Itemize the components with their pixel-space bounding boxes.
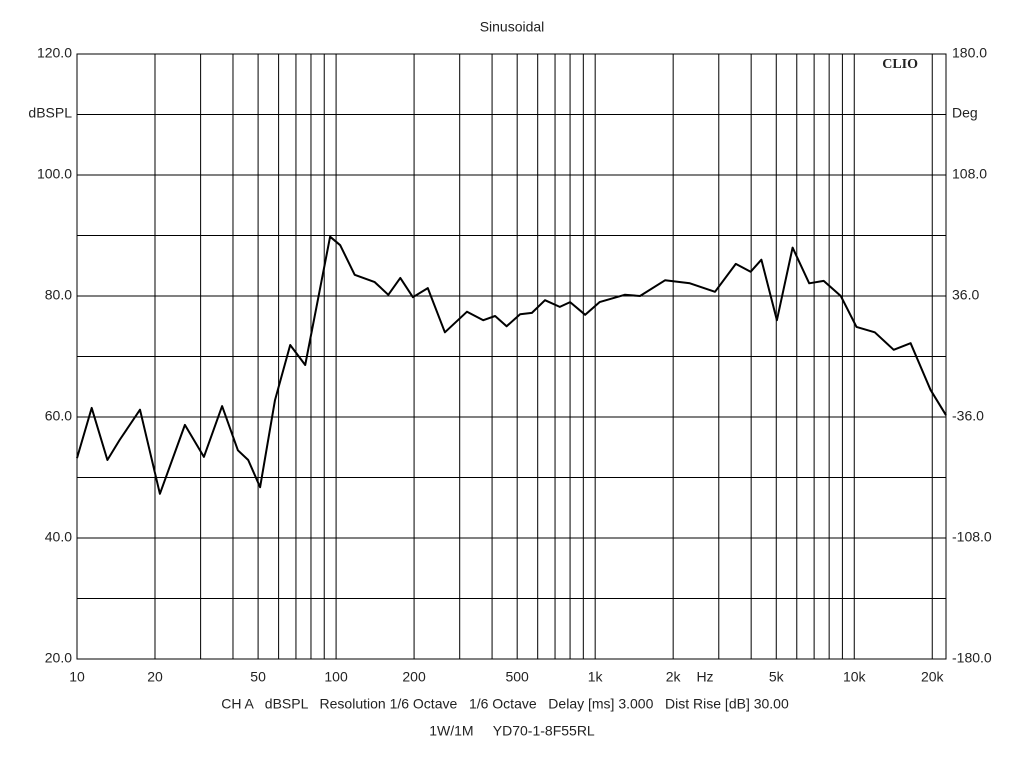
y-tick-label: 20.0 bbox=[45, 650, 72, 666]
y2-tick-label: -108.0 bbox=[952, 529, 992, 545]
x-tick-label: 20k bbox=[921, 669, 945, 685]
y-tick-label: 60.0 bbox=[45, 408, 72, 424]
y2-tick-label: 180.0 bbox=[952, 45, 987, 61]
y2-tick-label: -36.0 bbox=[952, 408, 984, 424]
x-unit: Hz bbox=[696, 669, 713, 685]
brand: CLIO bbox=[882, 57, 918, 72]
x-tick-label: 5k bbox=[769, 669, 785, 685]
y2-tick-label: -180.0 bbox=[952, 650, 992, 666]
footer-line: CH A dBSPL Resolution 1/6 Octave 1/6 Oct… bbox=[221, 696, 789, 712]
y-tick-label: 120.0 bbox=[37, 45, 72, 61]
x-tick-label: 10 bbox=[69, 669, 85, 685]
x-tick-label: 10k bbox=[843, 669, 867, 685]
y2-tick-label: 36.0 bbox=[952, 287, 979, 303]
x-tick-label: 1k bbox=[588, 669, 604, 685]
x-tick-label: 50 bbox=[250, 669, 266, 685]
y-tick-label: 100.0 bbox=[37, 166, 72, 182]
x-tick-label: 2k bbox=[666, 669, 682, 685]
footer-line: 1W/1M YD70-1-8F55RL bbox=[429, 723, 595, 739]
response-line bbox=[76, 235, 947, 495]
chart-title: Sinusoidal bbox=[480, 19, 545, 35]
y-axis-label: dBSPL bbox=[28, 105, 72, 121]
x-tick-label: 100 bbox=[324, 669, 348, 685]
y-tick-label: 40.0 bbox=[45, 529, 72, 545]
y2-axis-label: Deg bbox=[952, 105, 978, 121]
x-tick-label: 20 bbox=[147, 669, 163, 685]
x-tick-label: 500 bbox=[505, 669, 529, 685]
y-tick-label: 80.0 bbox=[45, 287, 72, 303]
y2-tick-label: 108.0 bbox=[952, 166, 987, 182]
x-tick-label: 200 bbox=[402, 669, 426, 685]
